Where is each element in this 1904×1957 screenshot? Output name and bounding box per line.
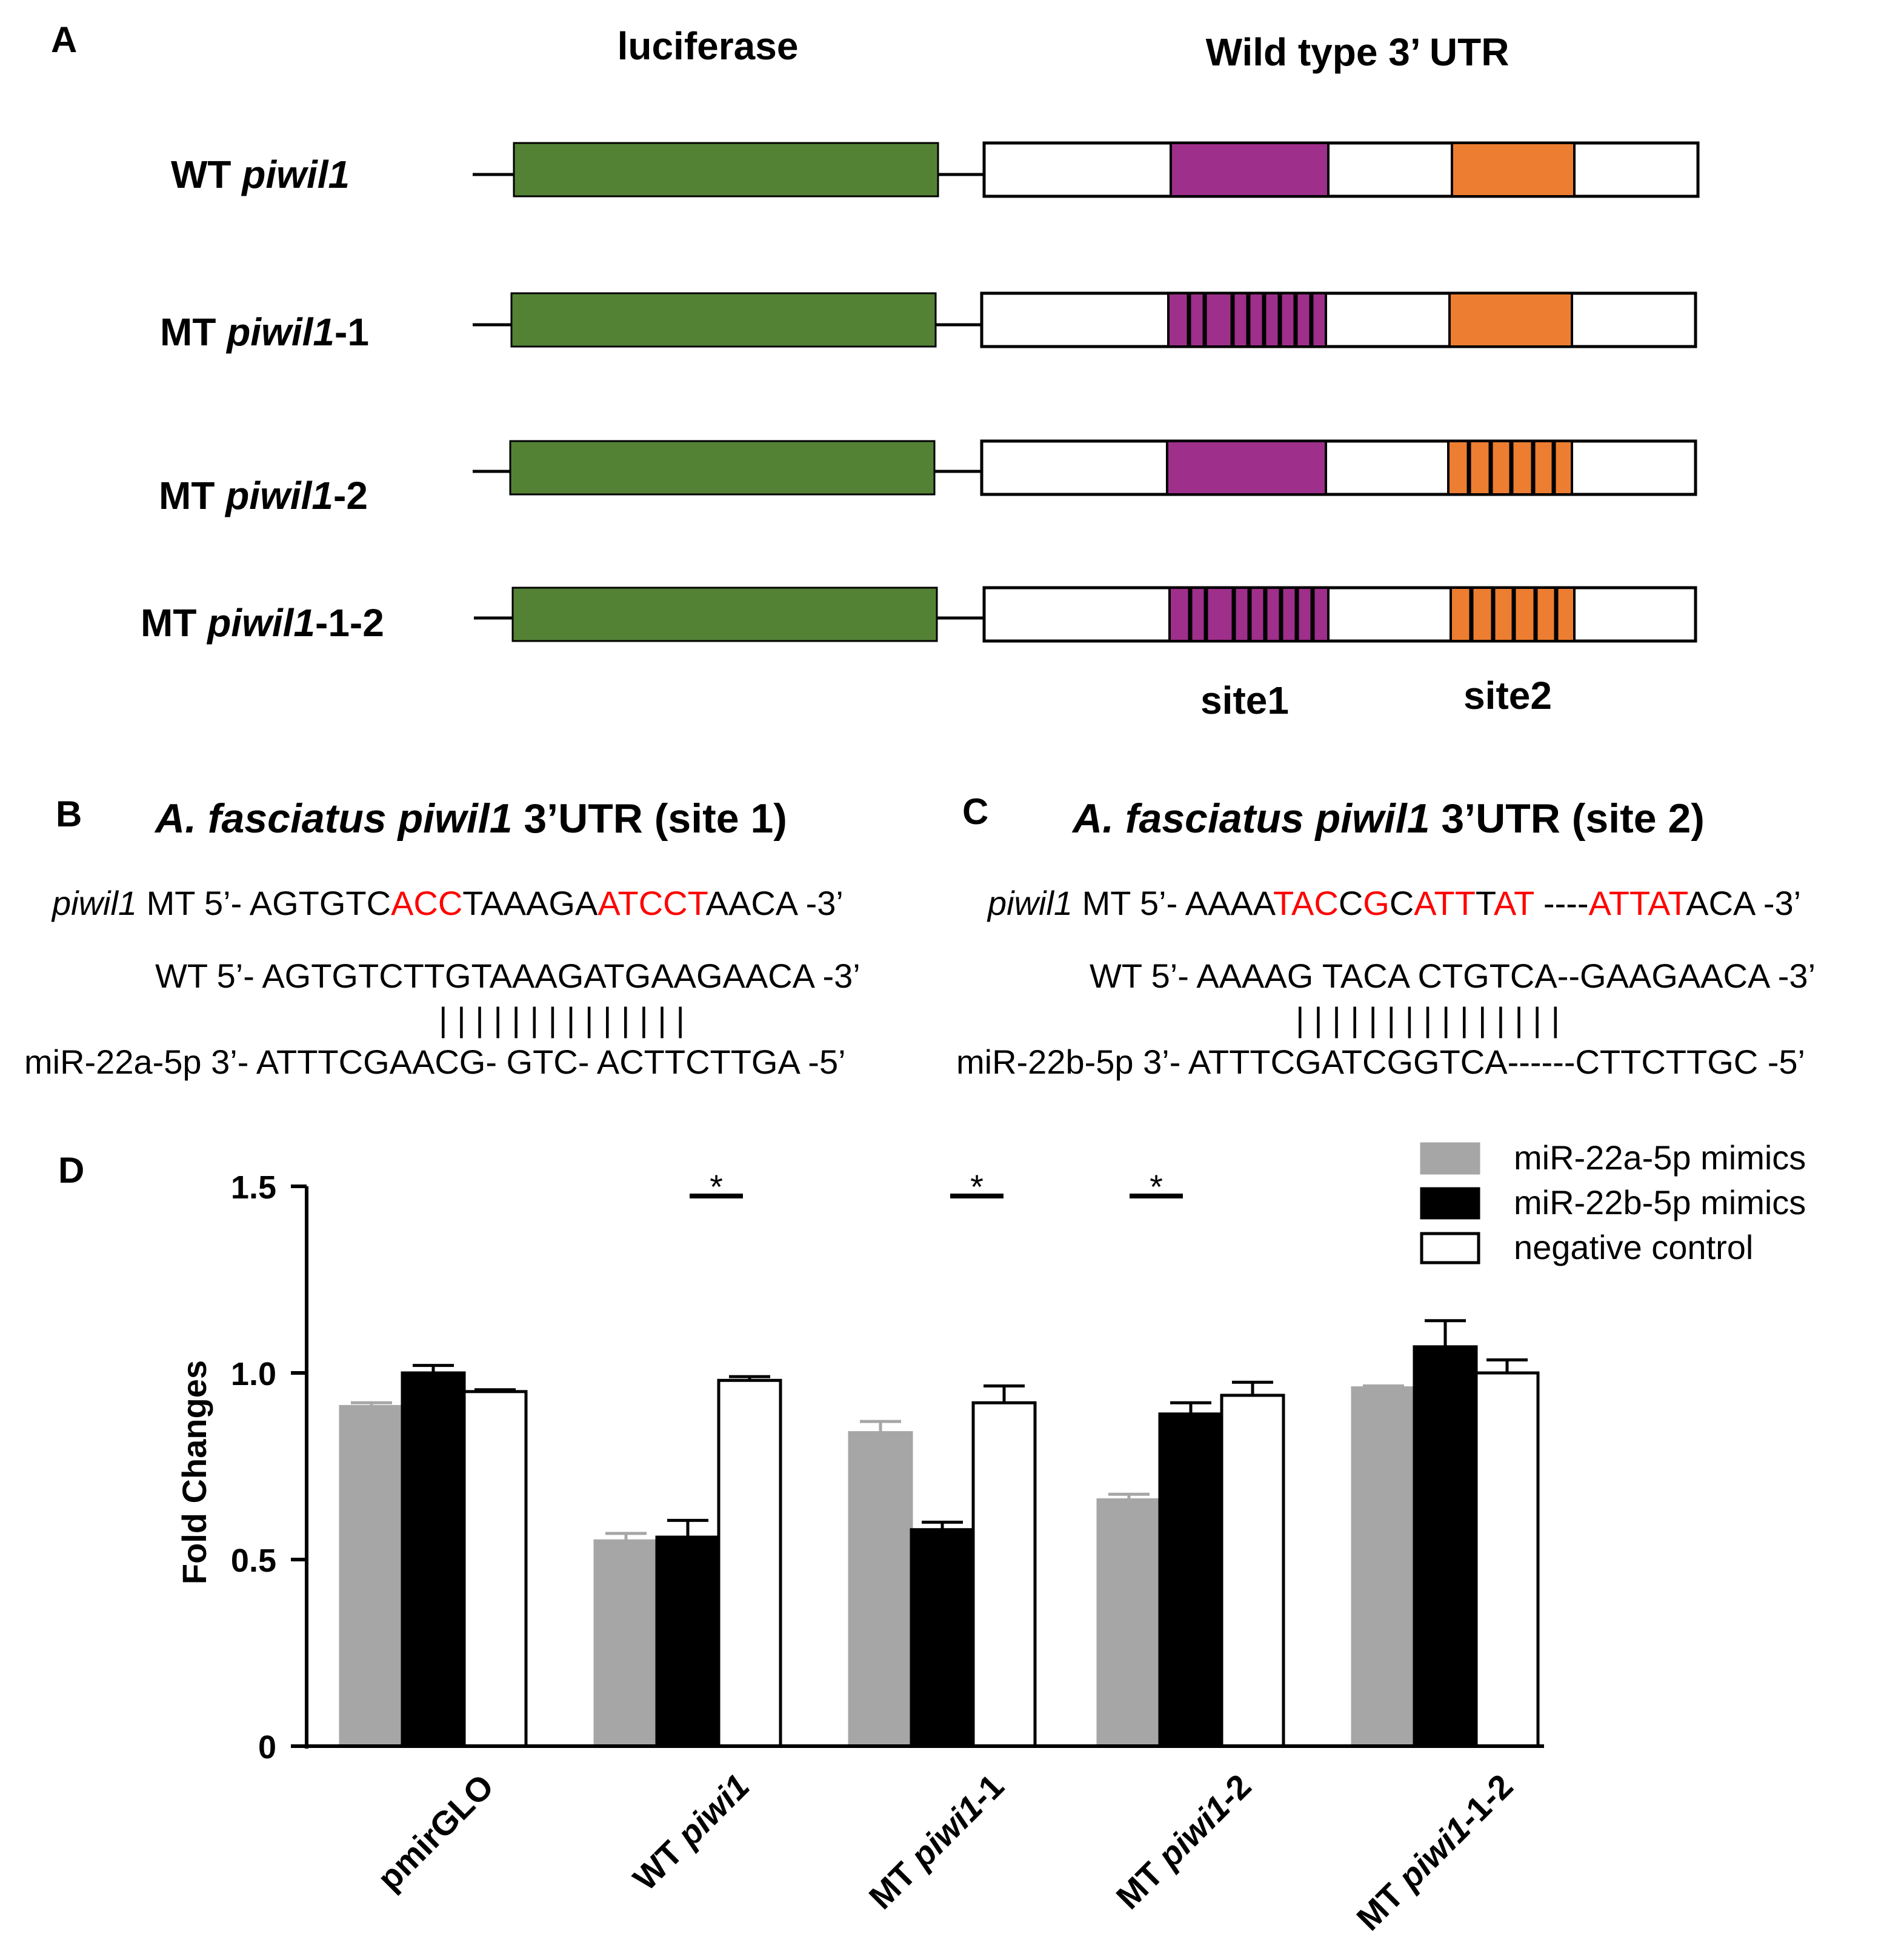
site2-box — [1451, 142, 1576, 198]
sequence-segment: C — [1390, 884, 1414, 922]
chart-axes — [305, 1186, 1544, 1749]
mutated-nucleotides: TAC — [1273, 884, 1339, 922]
sequence-segment: MT 5’- AAAA — [1073, 884, 1276, 922]
luciferase-box — [511, 586, 938, 642]
construct-row-wt — [473, 141, 1700, 198]
panel-c-title: A. fasciatus piwil1 3’UTR (site 2) — [1071, 796, 1705, 842]
legend-swatch — [1420, 1187, 1480, 1220]
mutated-nucleotides: ATT — [1414, 884, 1476, 922]
sequence-segment: C — [1339, 884, 1363, 922]
site1-mt-sequence: piwil1 MT 5’- AGTGTCACCTAAAGAATCCTAACA -… — [51, 884, 844, 922]
sequence-segment: T — [1476, 884, 1496, 922]
bar-2-2 — [971, 1401, 1037, 1748]
bar-1-0 — [401, 1371, 466, 1748]
utr-box — [980, 291, 1697, 348]
legend-swatch — [1420, 1142, 1480, 1175]
y-tick-label: 1.0 — [231, 1356, 276, 1392]
panel-b-label: B — [56, 794, 82, 834]
site1-label: site1 — [1200, 679, 1289, 722]
site1-pairing-lines: | | | | | | | | | | | | | | — [439, 1000, 685, 1038]
chart-bars — [339, 1319, 1540, 1748]
site1-box — [1166, 440, 1327, 496]
site2-label: site2 — [1463, 674, 1552, 717]
site2-pairing-lines: | | | | | | | | | | | | | | | — [1296, 1000, 1560, 1038]
construct-row-mt-1-2 — [474, 586, 1697, 643]
legend-label: negative control — [1514, 1228, 1753, 1266]
luciferase-box — [513, 142, 939, 198]
x-tick-label: WT piwi1 — [625, 1767, 756, 1898]
site2-box — [1448, 292, 1573, 348]
bar-0-0 — [339, 1404, 404, 1748]
sequence-segment: AACA -3’ — [706, 884, 844, 922]
site1-wt-sequence: WT 5’- AGTGTCTTGTAAAGATGAAGAACA -3’ — [155, 957, 860, 995]
bar-0-2 — [848, 1431, 913, 1748]
site1-box — [1170, 142, 1330, 198]
panel-c-label: C — [962, 791, 988, 832]
significance-asterisk: * — [970, 1168, 984, 1206]
site1-mir-sequence: miR-22a-5p 3’- ATTTCGAACG- GTC- ACTTCTTG… — [24, 1043, 846, 1081]
significance-asterisk: * — [1150, 1168, 1163, 1206]
site2-mir-sequence: miR-22b-5p 3’- ATTTCGATCGGTCA------CTTCT… — [956, 1043, 1805, 1081]
bar-2-4 — [1474, 1371, 1540, 1748]
utr-box — [982, 586, 1697, 643]
bar-1-1 — [655, 1535, 721, 1748]
bar-1-2 — [910, 1528, 975, 1748]
bar-0-4 — [1351, 1386, 1416, 1748]
utr-box — [980, 439, 1697, 496]
bar-2-3 — [1220, 1394, 1285, 1748]
y-tick-label: 0.5 — [231, 1543, 276, 1579]
significance-asterisk: * — [710, 1168, 723, 1206]
x-tick-label: MT piwi1-1 — [862, 1767, 1011, 1916]
legend-swatch — [1420, 1232, 1480, 1264]
bar-0-1 — [593, 1539, 659, 1748]
bar-0-3 — [1096, 1498, 1162, 1748]
construct-label-mt-2: MT piwil1-2 — [159, 474, 368, 517]
y-tick-label: 1.5 — [231, 1169, 276, 1206]
panel-a-label: A — [51, 19, 77, 60]
chart-x-labels: pmirGLO WT piwi1 MT piwi1-1 MT piwi1-2 MT pi… — [370, 1767, 1520, 1938]
construct-row-mt-2 — [473, 439, 1697, 496]
panel-d-label: D — [58, 1150, 84, 1191]
bar-2-1 — [717, 1378, 782, 1748]
construct-label-mt-1: MT piwil1-1 — [160, 310, 369, 354]
construct-label-wt: WT piwil1 — [171, 153, 350, 196]
chart-legend: miR-22a-5p mimics miR-22b-5p mimics negati… — [1420, 1138, 1806, 1266]
legend-label: miR-22a-5p mimics — [1514, 1138, 1806, 1177]
site2-wt-sequence: WT 5’- AAAAG TACA CTGTCA--GAAGAACA -3’ — [1090, 957, 1816, 995]
mutated-nucleotides: ACC — [391, 884, 462, 922]
sequence-segment: MT 5’- AGTGTC — [137, 884, 391, 922]
utr-box — [982, 141, 1700, 198]
y-axis-label: Fold Changes — [175, 1360, 213, 1584]
sequence-segment: ACA -3’ — [1686, 884, 1801, 922]
sequence-segment: TAAAGA — [462, 884, 598, 922]
x-tick-label: MT piwi1-1-2 — [1349, 1767, 1520, 1938]
mutated-nucleotides: G — [1363, 884, 1390, 922]
x-tick-label: pmirGLO — [370, 1767, 501, 1898]
utr-header: Wild type 3’ UTR — [1206, 30, 1510, 74]
construct-row-mt-1 — [473, 291, 1697, 348]
sequence-segment: ---- — [1534, 884, 1588, 922]
bar-1-4 — [1413, 1345, 1478, 1748]
luciferase-header: luciferase — [617, 24, 799, 68]
legend-label: miR-22b-5p mimics — [1514, 1183, 1806, 1221]
chart-significance: * * * — [690, 1168, 1183, 1206]
x-tick-label: MT piwi1-2 — [1109, 1767, 1259, 1916]
bar-2-0 — [462, 1390, 528, 1748]
construct-label-mt-1-2: MT piwil1-1-2 — [141, 601, 384, 645]
bar-1-3 — [1158, 1412, 1223, 1748]
luciferase-box — [510, 292, 937, 348]
chart-y-ticks: 0 0.5 1.0 1.5 — [231, 1169, 307, 1766]
luciferase-box — [509, 440, 936, 496]
site2-mt-sequence: piwil1 MT 5’- AAAATACCGCATTTAT ----ATTAT… — [987, 884, 1801, 922]
y-tick-label: 0 — [258, 1729, 276, 1766]
mutated-nucleotides: ATTAT — [1589, 884, 1688, 922]
mutated-nucleotides: AT — [1494, 884, 1534, 922]
mutated-nucleotides: ATCCT — [597, 884, 707, 922]
panel-b-title: A. fasciatus piwil1 3’UTR (site 1) — [154, 796, 787, 842]
bar-chart: 0 0.5 1.0 1.5 pmirGLO WT piwi1 MT piwi1-1 MT p… — [175, 1138, 1806, 1938]
